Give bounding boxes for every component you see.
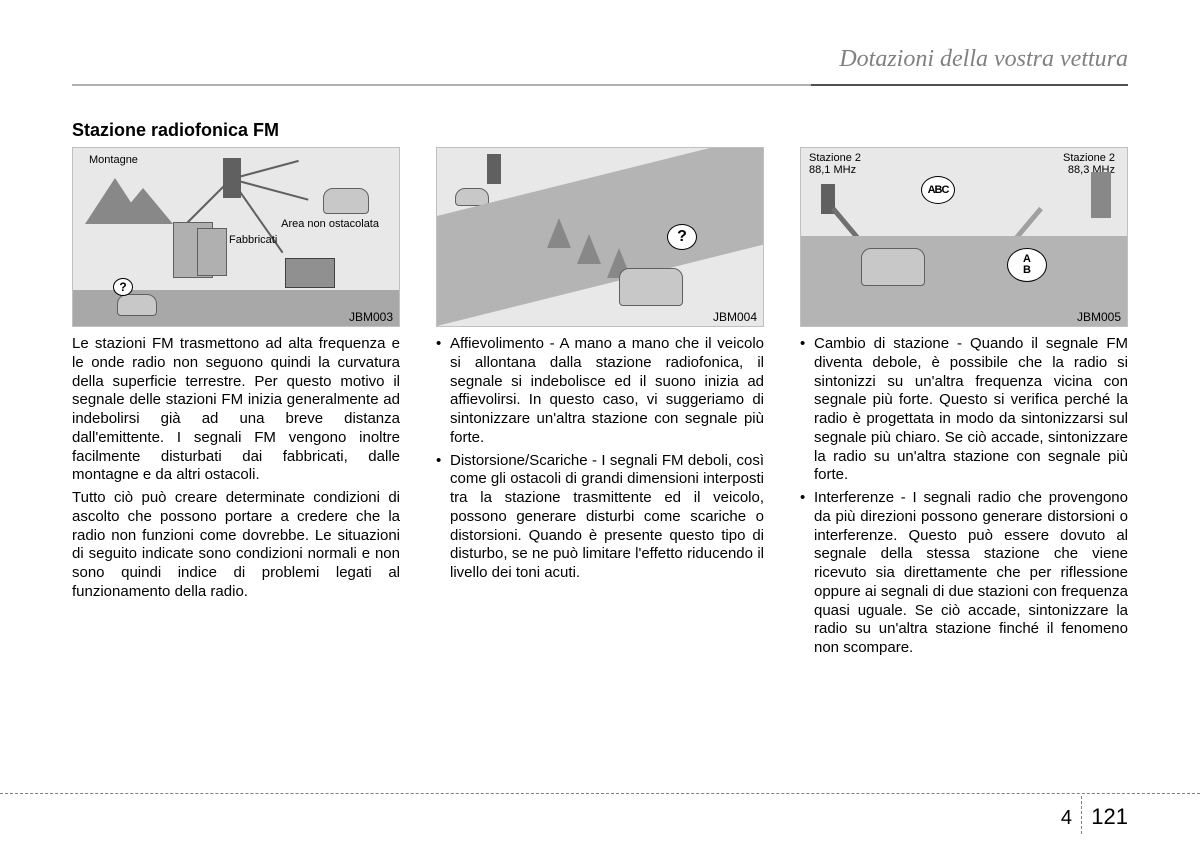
- building-icon: [197, 228, 227, 276]
- paragraph: Tutto ciò può creare determinate condizi…: [72, 489, 400, 602]
- signal-bubble-icon: A B: [1007, 248, 1047, 282]
- list-item: Cambio di stazione - Quando il segnale F…: [800, 335, 1128, 485]
- station-label: Stazione 2: [809, 152, 861, 164]
- footer-rule: [0, 793, 1200, 794]
- footer-divider: [1081, 796, 1082, 834]
- signal-bubble-icon: ABC: [921, 176, 955, 204]
- content-area: Stazione radiofonica FM Montagne Area no…: [72, 120, 1128, 662]
- radio-tower-icon: [487, 154, 501, 184]
- car-icon: [619, 268, 683, 306]
- paragraph: Le stazioni FM trasmettono ad alta frequ…: [72, 335, 400, 485]
- station-freq: 88,1 MHz: [809, 164, 856, 176]
- figure-fm-obstacles: Montagne Area non ostacolata Fabbricati …: [72, 147, 400, 327]
- chapter-number: 4: [1061, 807, 1072, 830]
- mountain-icon: [113, 188, 173, 224]
- list-item: Affievolimento - A mano a mano che il ve…: [436, 335, 764, 448]
- car-icon: [117, 294, 157, 316]
- list-item: Distorsione/Scariche - I segnali FM debo…: [436, 452, 764, 583]
- list-item: Interferenze - I segnali radio che prove…: [800, 489, 1128, 658]
- tree-icon: [577, 234, 601, 264]
- question-bubble-icon: ?: [667, 224, 697, 250]
- spacer: [436, 120, 764, 147]
- label-clear-area: Area non ostacolata: [281, 218, 379, 230]
- bullet-list: Cambio di stazione - Quando il segnale F…: [800, 335, 1128, 658]
- figure-interference: Stazione 2 88,1 MHz Stazione 2 88,3 MHz …: [800, 147, 1128, 327]
- figure-id: JBM004: [713, 310, 757, 324]
- fm-station-title: Stazione radiofonica FM: [72, 120, 400, 141]
- column-1: Stazione radiofonica FM Montagne Area no…: [72, 120, 400, 662]
- car-icon: [861, 248, 925, 286]
- section-title: Dotazioni della vostra vettura: [839, 46, 1128, 73]
- bullet-list: Affievolimento - A mano a mano che il ve…: [436, 335, 764, 583]
- sig-b: B: [1023, 264, 1031, 276]
- tree-icon: [547, 218, 571, 248]
- page-number: 121: [1091, 804, 1128, 830]
- label-buildings: Fabbricati: [229, 234, 277, 246]
- figure-fading: ? JBM004: [436, 147, 764, 327]
- page-header: Dotazioni della vostra vettura: [839, 46, 1128, 73]
- spacer: [800, 120, 1128, 147]
- figure-id: JBM005: [1077, 310, 1121, 324]
- column-3: Stazione 2 88,1 MHz Stazione 2 88,3 MHz …: [800, 120, 1128, 662]
- column-2: ? JBM004 Affievolimento - A mano a mano …: [436, 120, 764, 662]
- car-icon: [323, 188, 369, 214]
- question-bubble-icon: ?: [113, 278, 133, 296]
- figure-id: JBM003: [349, 310, 393, 324]
- body-text: Le stazioni FM trasmettono ad alta frequ…: [72, 335, 400, 602]
- station-label: Stazione 2: [1063, 152, 1115, 164]
- header-rule: [72, 84, 1128, 86]
- label-mountains: Montagne: [89, 154, 138, 166]
- tall-building-icon: [1091, 172, 1111, 218]
- iron-bridge-icon: [285, 258, 335, 288]
- label-station-left: Stazione 2 88,1 MHz: [809, 152, 861, 176]
